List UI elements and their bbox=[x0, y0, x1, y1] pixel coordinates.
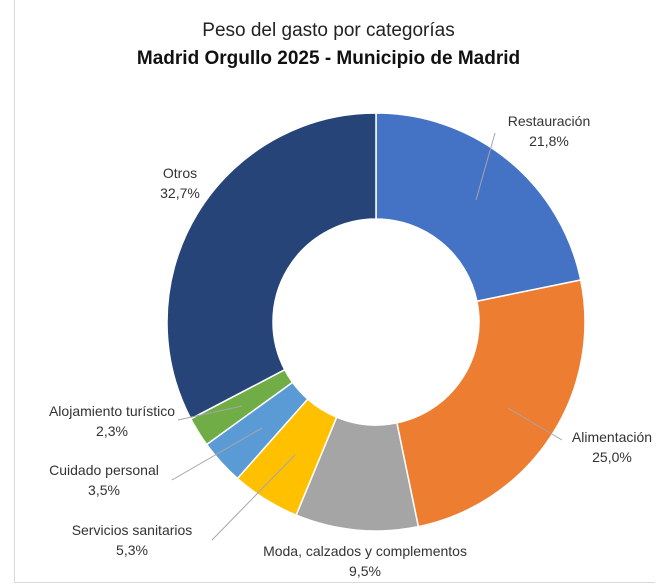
leader-line bbox=[475, 132, 496, 201]
leader-line bbox=[211, 454, 296, 541]
slice-label: Moda, calzados y complementos bbox=[263, 543, 467, 559]
slice-value-label: 25,0% bbox=[592, 449, 632, 465]
slice-label: Servicios sanitarios bbox=[72, 522, 193, 538]
slice-value-label: 5,3% bbox=[116, 542, 148, 558]
slice-label: Alojamiento turístico bbox=[49, 403, 175, 419]
leader-line bbox=[177, 405, 243, 421]
slice-label: Restauración bbox=[508, 113, 591, 129]
chart-title: Peso del gasto por categorías bbox=[202, 20, 455, 41]
slice-label: Alimentación bbox=[572, 429, 652, 445]
slice-value-label: 3,5% bbox=[88, 482, 120, 498]
slice-labels: Restauración 21,8% Alimentación 25,0% Moda, … bbox=[49, 113, 652, 579]
leader-line bbox=[171, 427, 263, 481]
slice-otros bbox=[166, 112, 377, 420]
slice-label: Otros bbox=[163, 165, 197, 181]
slice-value-label: 2,3% bbox=[96, 423, 128, 439]
chart-subtitle: Madrid Orgullo 2025 - Municipio de Madri… bbox=[136, 48, 521, 69]
slice-label: Cuidado personal bbox=[49, 462, 159, 478]
slice-value-label: 9,5% bbox=[349, 563, 381, 579]
slice-value-label: 21,8% bbox=[529, 133, 569, 149]
slice-value-label: 32,7% bbox=[160, 185, 200, 201]
chart-frame bbox=[14, 0, 655, 583]
leader-line bbox=[507, 407, 563, 441]
leader-lines bbox=[171, 132, 563, 541]
slice-restauración bbox=[375, 112, 582, 303]
slice-group bbox=[166, 112, 586, 532]
slice-alimentación bbox=[395, 279, 586, 528]
